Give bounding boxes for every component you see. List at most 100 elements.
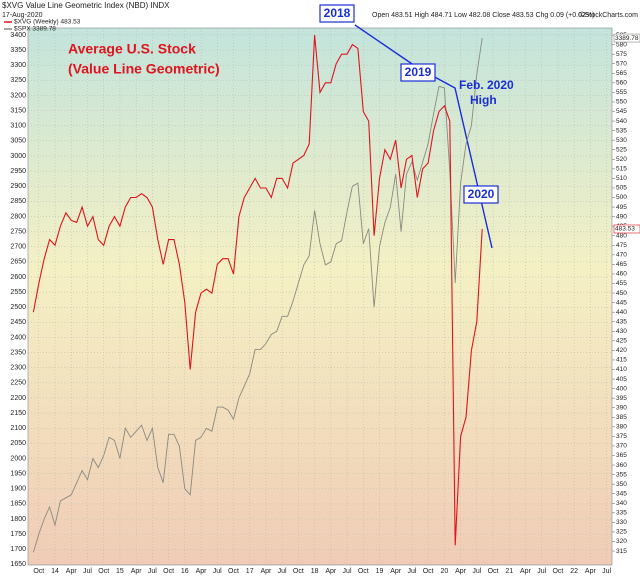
y2-tick-label: 440 (616, 309, 627, 316)
y2-tick-label: 500 (616, 194, 627, 201)
y-tick-label: 3050 (10, 138, 26, 145)
trend-lines (354, 24, 493, 249)
y2-tick-label: 495 (616, 204, 627, 211)
x-tick-label: Oct (163, 568, 174, 575)
y2-tick-label: 320 (616, 538, 627, 545)
y2-tick-label: 565 (616, 70, 627, 77)
x-tick-label: Oct (488, 568, 499, 575)
x-tick-label: Oct (228, 568, 239, 575)
y2-tick-label: 315 (616, 548, 627, 555)
y-tick-label: 2200 (10, 395, 26, 402)
annotation: Feb. 2020 (459, 78, 514, 92)
x-tick-label: Jul (343, 568, 352, 575)
y2-tick-label: 330 (616, 519, 627, 526)
x-tick-label: Oct (552, 568, 563, 575)
x-tick-label: 15 (116, 568, 124, 575)
y-tick-label: 2600 (10, 274, 26, 281)
x-tick-label: Apr (455, 568, 467, 575)
x-tick-label: 22 (570, 568, 578, 575)
y2-tick-label: 450 (616, 290, 627, 297)
y2-tick-label: 385 (616, 414, 627, 421)
y2-tick-label: 530 (616, 137, 627, 144)
x-tick-label: Oct (293, 568, 304, 575)
x-tick-label: Jul (278, 568, 287, 575)
y2-tick-label: 340 (616, 500, 627, 507)
y-tick-label: 2300 (10, 365, 26, 372)
annotation: Average U.S. Stock (68, 41, 196, 57)
y2-tick-label: 360 (616, 462, 627, 469)
date: 17-Aug-2020 (2, 12, 43, 19)
y-tick-label: 3400 (10, 32, 26, 39)
legend-label: $XVG (Weekly) 483.53 (14, 19, 81, 26)
chart-title: $XVG Value Line Geometric Index (NBD) IN… (2, 1, 170, 10)
y-tick-label: 2250 (10, 380, 26, 387)
x-tick-label: Apr (260, 568, 272, 575)
year-box (319, 4, 355, 23)
y2-tick-label: 355 (616, 471, 627, 478)
plot-area (27, 27, 613, 566)
y-tick-label: 3150 (10, 107, 26, 114)
x-tick-label: Apr (325, 568, 337, 575)
y-tick-label: 2750 (10, 228, 26, 235)
y2-tick-label: 350 (616, 481, 627, 488)
source: ©StockCharts.com (580, 11, 639, 19)
x-tick-label: 21 (505, 568, 513, 575)
y-tick-label: 2450 (10, 319, 26, 326)
x-tick-label: 20 (440, 568, 448, 575)
annotation: 2019 (405, 65, 432, 79)
y2-tick-label: 550 (616, 99, 627, 106)
y2-tick-label: 405 (616, 376, 627, 383)
y2-tick-label: 555 (616, 89, 627, 96)
x-tick-label: 18 (311, 568, 319, 575)
y-tick-label: 1750 (10, 531, 26, 538)
x-tick-label: Jul (537, 568, 546, 575)
y2-tick-label: 520 (616, 156, 627, 163)
x-tick-label: Jul (407, 568, 416, 575)
y2-tick-label: 475 (616, 242, 627, 249)
y-tick-label: 3200 (10, 92, 26, 99)
y-tick-label: 1700 (10, 546, 26, 553)
x-tick-label: Apr (585, 568, 597, 575)
y2-tick-label: 470 (616, 252, 627, 259)
y2-tick-label: 365 (616, 452, 627, 459)
y-tick-label: 2150 (10, 410, 26, 417)
y-tick-label: 1900 (10, 486, 26, 493)
y-tick-label: 2500 (10, 304, 26, 311)
y2-tick-label: 420 (616, 347, 627, 354)
legend-label: $SPX 3389.78 (14, 26, 56, 33)
y-tick-label: 1650 (10, 561, 26, 568)
x-tick-label: Oct (98, 568, 109, 575)
x-tick-label: Apr (390, 568, 402, 575)
y2-tick-label: 535 (616, 127, 627, 134)
x-tick-label: Jul (83, 568, 92, 575)
y2-tick-label: 430 (616, 328, 627, 335)
y2-tick-label: 410 (616, 366, 627, 373)
x-tick-label: Oct (358, 568, 369, 575)
y-tick-label: 2400 (10, 334, 26, 341)
y2-tick-label: 400 (616, 385, 627, 392)
y2-tick-label: 325 (616, 529, 627, 536)
y2-tick-label: 545 (616, 108, 627, 115)
y2-tick-label: 395 (616, 395, 627, 402)
annotation: High (470, 93, 497, 107)
series-line (32, 35, 483, 546)
y2-tick-label: 480 (616, 232, 627, 239)
quote: Open 483.51 High 484.71 Low 482.08 Close… (372, 12, 594, 19)
y2-tick-label: 465 (616, 261, 627, 268)
y-tick-label: 3300 (10, 62, 26, 69)
annotation: (Value Line Geometric) (68, 61, 220, 77)
year-box (463, 185, 499, 204)
y-tick-label: 2000 (10, 455, 26, 462)
y-tick-label: 1950 (10, 470, 26, 477)
y2-tick-label: 560 (616, 80, 627, 87)
y-tick-label: 3250 (10, 77, 26, 84)
y-tick-label: 3350 (10, 47, 26, 54)
x-tick-label: 14 (51, 568, 59, 575)
y2-tick-label: 510 (616, 175, 627, 182)
x-tick-label: Apr (196, 568, 208, 575)
y2-tick-label: 580 (616, 41, 627, 48)
y-tick-label: 3000 (10, 153, 26, 160)
annotation: 2018 (324, 6, 351, 20)
x-tick-label: Jul (148, 568, 157, 575)
y-tick-label: 2100 (10, 425, 26, 432)
